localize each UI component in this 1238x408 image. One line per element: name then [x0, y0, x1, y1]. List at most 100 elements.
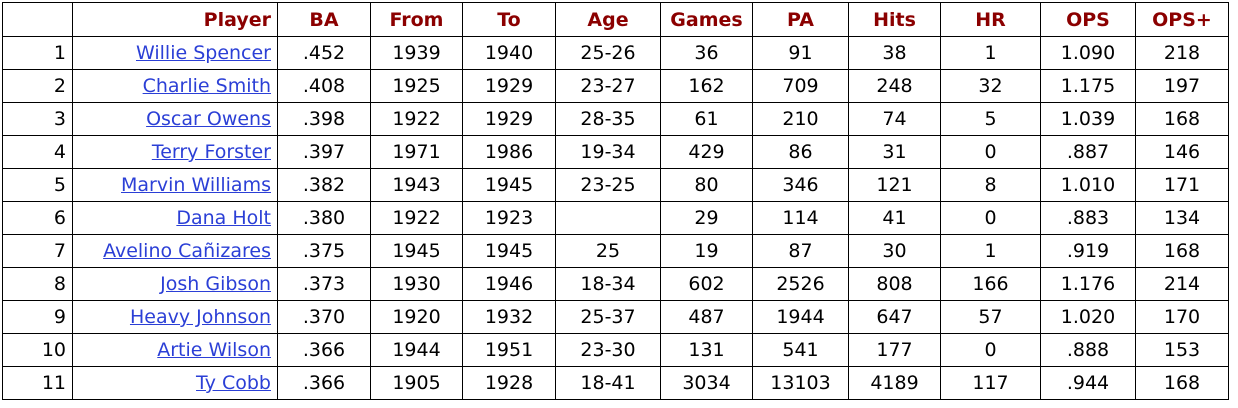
player-cell: Charlie Smith: [72, 69, 278, 103]
player-link[interactable]: Willie Spencer: [135, 42, 271, 64]
stat-cell: 13103: [752, 366, 849, 400]
player-cell: Terry Forster: [72, 135, 278, 169]
player-link[interactable]: Ty Cobb: [196, 372, 271, 394]
stat-cell: .397: [277, 135, 371, 169]
stat-cell: 8: [940, 168, 1041, 202]
stat-cell: 57: [940, 300, 1041, 334]
stat-cell: 1939: [370, 36, 463, 70]
stat-cell: 1946: [462, 267, 556, 301]
stat-cell: 197: [1135, 69, 1229, 103]
rank-cell: 10: [2, 333, 73, 367]
player-link[interactable]: Charlie Smith: [142, 75, 271, 97]
stat-cell: 1940: [462, 36, 556, 70]
table-row: 3 Oscar Owens .398 1922 1929 28-35 61 210 74 5 1.0…: [2, 102, 1229, 136]
header-cell: OPS+: [1135, 2, 1229, 37]
stat-cell: 114: [752, 201, 849, 235]
table-row: 10 Artie Wilson .366 1944 1951 23-30 131 541 177…: [2, 333, 1229, 367]
header-cell: Player: [72, 2, 278, 37]
rank-cell: 7: [2, 234, 73, 268]
stat-cell: .408: [277, 69, 371, 103]
stat-cell: 25-26: [555, 36, 661, 70]
stat-cell: 1.090: [1040, 36, 1136, 70]
stat-cell: .919: [1040, 234, 1136, 268]
stat-cell: 121: [848, 168, 941, 202]
stat-cell: 38: [848, 36, 941, 70]
stat-cell: 87: [752, 234, 849, 268]
stat-cell: 23-30: [555, 333, 661, 367]
stat-cell: .380: [277, 201, 371, 235]
stat-cell: 214: [1135, 267, 1229, 301]
stat-cell: 29: [660, 201, 753, 235]
stat-cell: 80: [660, 168, 753, 202]
stat-cell: 74: [848, 102, 941, 136]
header-cell: [2, 2, 73, 37]
rank-cell: 5: [2, 168, 73, 202]
player-link[interactable]: Heavy Johnson: [129, 306, 271, 328]
stat-cell: 248: [848, 69, 941, 103]
player-link[interactable]: Marvin Williams: [121, 174, 271, 196]
stat-cell: 1.020: [1040, 300, 1136, 334]
stat-cell: 647: [848, 300, 941, 334]
player-cell: Ty Cobb: [72, 366, 278, 400]
stat-cell: 1923: [462, 201, 556, 235]
stat-cell: 429: [660, 135, 753, 169]
stat-cell: 61: [660, 102, 753, 136]
stat-cell: 146: [1135, 135, 1229, 169]
stat-cell: 28-35: [555, 102, 661, 136]
stat-cell: 32: [940, 69, 1041, 103]
stat-cell: 4189: [848, 366, 941, 400]
table-row: 4 Terry Forster .397 1971 1986 19-34 429 86 31 0.…: [2, 135, 1229, 169]
table-row: 5 Marvin Williams .382 1943 1945 23-25 80 346 12…: [2, 168, 1229, 202]
stat-cell: 18-34: [555, 267, 661, 301]
stat-cell: 0: [940, 201, 1041, 235]
stat-cell: 25: [555, 234, 661, 268]
stat-cell: 1928: [462, 366, 556, 400]
stat-cell: 19-34: [555, 135, 661, 169]
player-link[interactable]: Oscar Owens: [146, 108, 271, 130]
stat-cell: .382: [277, 168, 371, 202]
stat-cell: .366: [277, 333, 371, 367]
player-cell: Heavy Johnson: [72, 300, 278, 334]
stat-cell: 0: [940, 333, 1041, 367]
stat-cell: 168: [1135, 366, 1229, 400]
player-link[interactable]: Avelino Cañizares: [103, 240, 271, 262]
header-cell: Age: [555, 2, 661, 37]
stat-cell: 19: [660, 234, 753, 268]
stat-cell: 1945: [370, 234, 463, 268]
stat-cell: 1: [940, 36, 1041, 70]
stat-cell: 1944: [370, 333, 463, 367]
player-cell: Willie Spencer: [72, 36, 278, 70]
stat-cell: 31: [848, 135, 941, 169]
header-cell: PA: [752, 2, 849, 37]
table-row: 11 Ty Cobb .366 1905 1928 18-41 3034 13103 4189 1…: [2, 366, 1229, 400]
stat-cell: 487: [660, 300, 753, 334]
stat-cell: 1932: [462, 300, 556, 334]
stat-cell: 1920: [370, 300, 463, 334]
stat-cell: 218: [1135, 36, 1229, 70]
rank-cell: 11: [2, 366, 73, 400]
player-link[interactable]: Terry Forster: [151, 141, 271, 163]
stat-cell: 2526: [752, 267, 849, 301]
stat-cell: 91: [752, 36, 849, 70]
stat-cell: 30: [848, 234, 941, 268]
stat-cell: 117: [940, 366, 1041, 400]
stat-cell: 23-27: [555, 69, 661, 103]
stat-cell: .944: [1040, 366, 1136, 400]
stat-cell: 170: [1135, 300, 1229, 334]
rank-cell: 4: [2, 135, 73, 169]
player-link[interactable]: Artie Wilson: [157, 339, 271, 361]
player-link[interactable]: Josh Gibson: [160, 273, 271, 295]
stat-cell: 153: [1135, 333, 1229, 367]
stat-cell: 36: [660, 36, 753, 70]
player-link[interactable]: Dana Holt: [176, 207, 271, 229]
rank-cell: 2: [2, 69, 73, 103]
stat-cell: 1.039: [1040, 102, 1136, 136]
stat-cell: 162: [660, 69, 753, 103]
table-body: 1 Willie Spencer .452 1939 1940 25-26 36 91 38 1 1…: [2, 36, 1229, 400]
stat-cell: .398: [277, 102, 371, 136]
rank-cell: 3: [2, 102, 73, 136]
header-cell: Games: [660, 2, 753, 37]
stat-cell: 1930: [370, 267, 463, 301]
table-row: 2 Charlie Smith .408 1925 1929 23-27 162 709 248…: [2, 69, 1229, 103]
